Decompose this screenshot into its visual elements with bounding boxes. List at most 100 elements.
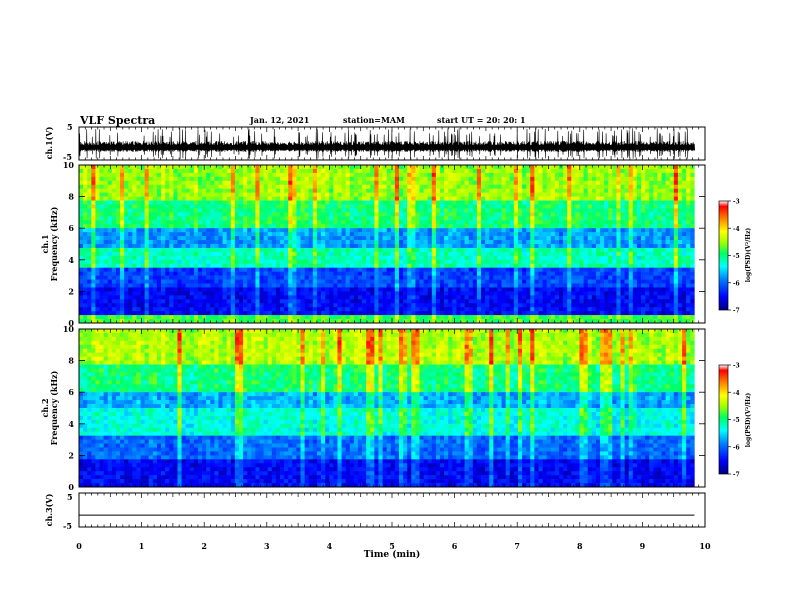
- spectrogram-cell: [452, 216, 457, 221]
- spectrogram-cell: [189, 208, 195, 213]
- spectrogram-cell: [230, 287, 236, 292]
- spectrogram-cell: [193, 287, 199, 292]
- spectrogram-cell: [251, 255, 256, 261]
- spectrogram-cell: [472, 184, 478, 189]
- spectrogram-cell: [316, 236, 322, 241]
- spectrogram-cell: [444, 244, 449, 249]
- spectrogram-cell: [349, 244, 355, 249]
- spectrogram-cell: [628, 232, 634, 237]
- spectrogram-cell: [587, 251, 593, 257]
- spectrogram-cell: [485, 244, 490, 249]
- spectrogram-cell: [308, 247, 314, 253]
- spectrogram-cell: [308, 236, 314, 241]
- spectrogram-cell: [485, 176, 490, 182]
- spectrogram-cell: [554, 283, 560, 288]
- spectrogram-cell: [497, 287, 502, 292]
- spectrogram-cell: [353, 216, 359, 221]
- spectrogram-cell: [87, 236, 92, 241]
- spectrogram-cell: [481, 275, 486, 280]
- spectrogram-cell: [263, 188, 269, 193]
- spectrogram-cell: [99, 287, 104, 292]
- spectrogram-cell: [464, 247, 470, 253]
- spectrogram-cell: [259, 192, 264, 197]
- spectrogram-cell: [612, 267, 617, 272]
- spectrogram-cell: [456, 259, 461, 265]
- spectrogram-cell: [415, 271, 420, 276]
- spectrogram-cell: [288, 251, 293, 257]
- spectrogram-cell: [682, 180, 687, 186]
- spectrogram-cell: [530, 271, 535, 276]
- spectrogram-cell: [669, 184, 675, 189]
- spectrogram-cell: [505, 204, 511, 209]
- spectrogram-cell: [411, 192, 416, 197]
- spectrogram-cell: [288, 172, 293, 178]
- spectrogram-cell: [238, 228, 244, 233]
- spectrogram-cell: [591, 220, 597, 225]
- spectrogram-cell: [189, 172, 195, 178]
- spectrogram-cell: [95, 232, 100, 237]
- spectrogram-cell: [144, 271, 150, 276]
- spectrogram-cell: [275, 220, 281, 225]
- spectrogram-cell: [579, 176, 584, 182]
- spectrogram-cell: [636, 196, 642, 201]
- spectrogram-cell: [550, 255, 556, 261]
- spectrogram-cell: [481, 196, 486, 201]
- spectrogram-cell: [345, 247, 351, 253]
- spectrogram-cell: [448, 255, 453, 261]
- spectrogram-cell: [641, 232, 646, 237]
- spectrogram-cell: [185, 275, 191, 280]
- spectrogram-cell: [193, 212, 199, 217]
- spectrogram-cell: [189, 287, 195, 292]
- spectrogram-cell: [292, 196, 297, 201]
- spectrogram-cell: [587, 212, 593, 217]
- spectrogram-cell: [284, 168, 289, 174]
- spectrogram-cell: [415, 220, 420, 225]
- spectrogram-cell: [79, 247, 84, 253]
- spectrogram-cell: [448, 168, 453, 174]
- spectrogram-cell: [91, 176, 96, 182]
- spectrogram-cell: [91, 208, 96, 213]
- spectrogram-cell: [526, 263, 531, 268]
- spectrogram-cell: [210, 204, 215, 209]
- spectrogram-cell: [161, 263, 166, 268]
- spectrogram-cell: [448, 232, 453, 237]
- spectrogram-cell: [214, 220, 219, 225]
- spectrogram-cell: [558, 188, 564, 193]
- spectrogram-cell: [210, 208, 215, 213]
- spectrogram-cell: [476, 244, 482, 249]
- spectrogram-cell: [169, 172, 174, 178]
- spectrogram-cell: [128, 255, 133, 261]
- spectrogram-cell: [620, 212, 625, 217]
- spectrogram-cell: [546, 192, 552, 197]
- spectrogram-cell: [501, 255, 506, 261]
- spectrogram-cell: [530, 255, 535, 261]
- spectrogram-cell: [316, 204, 322, 209]
- spectrogram-cell: [538, 180, 543, 186]
- spectrogram-cell: [632, 228, 638, 233]
- spectrogram-cell: [87, 212, 92, 217]
- spectrogram-cell: [649, 275, 654, 280]
- spectrogram-cell: [251, 251, 256, 257]
- spectrogram-cell: [571, 263, 576, 268]
- spectrogram-cell: [583, 259, 588, 265]
- spectrogram-cell: [407, 263, 412, 268]
- spectrogram-cell: [444, 263, 449, 268]
- spectrogram-cell: [333, 184, 338, 189]
- spectrogram-cell: [300, 176, 305, 182]
- spectrogram-cell: [247, 244, 252, 249]
- spectrogram-cell: [243, 279, 248, 284]
- spectrogram-cell: [329, 224, 334, 229]
- spectrogram-cell: [641, 208, 646, 213]
- spectrogram-cell: [624, 240, 630, 245]
- spectrogram-cell: [325, 232, 330, 237]
- spectrogram-cell: [665, 220, 671, 225]
- spectrogram-cell: [357, 168, 363, 174]
- spectrogram-cell: [489, 232, 494, 237]
- spectrogram-cell: [124, 279, 129, 284]
- spectrogram-cell: [464, 236, 470, 241]
- spectrogram-cell: [99, 176, 104, 182]
- spectrogram-cell: [304, 247, 310, 253]
- spectrogram-cell: [386, 271, 392, 276]
- spectrogram-cell: [300, 172, 305, 178]
- spectrogram-cell: [91, 188, 96, 193]
